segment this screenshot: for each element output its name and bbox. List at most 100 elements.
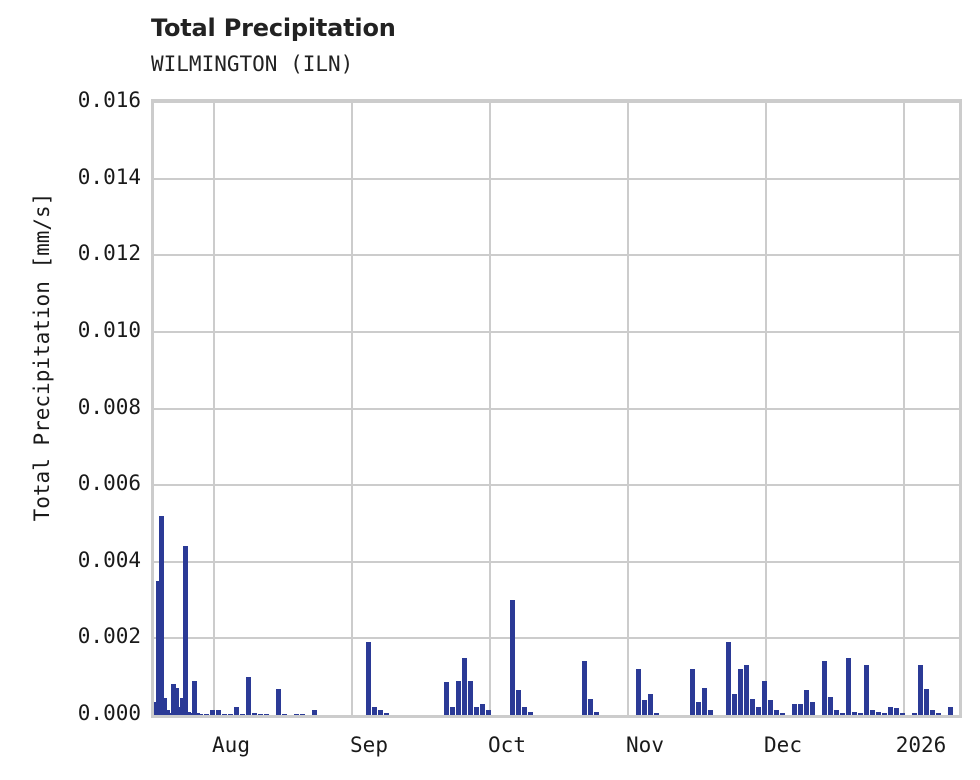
x-axis-tick-label: Dec <box>764 733 802 757</box>
bar <box>185 711 191 715</box>
bar <box>161 697 167 715</box>
gridline-horizontal <box>154 560 959 563</box>
bar <box>767 700 773 715</box>
bar <box>371 706 377 715</box>
bar <box>929 710 935 715</box>
bar <box>227 713 233 715</box>
bar <box>875 711 881 715</box>
bar <box>593 711 599 715</box>
gridline-horizontal <box>154 254 959 257</box>
bar <box>845 657 851 715</box>
bar <box>182 546 188 715</box>
bar <box>281 713 287 715</box>
bar <box>923 688 929 715</box>
bar <box>917 665 923 715</box>
bar <box>689 669 695 715</box>
bar <box>821 661 827 715</box>
bar <box>311 710 317 715</box>
gridline-vertical <box>903 102 905 715</box>
bar <box>215 709 221 715</box>
gridline-horizontal <box>154 102 959 103</box>
bar <box>635 669 641 715</box>
y-axis-tick-label: 0.004 <box>77 547 141 572</box>
bar <box>473 707 479 715</box>
gridline-horizontal <box>154 484 959 487</box>
bar <box>749 698 755 715</box>
bar <box>443 682 449 715</box>
bar <box>797 704 803 715</box>
bar <box>164 710 170 715</box>
gridline-vertical <box>627 102 629 715</box>
y-axis-tick-label: 0.012 <box>77 241 141 266</box>
bar <box>893 708 899 715</box>
bar <box>191 680 197 715</box>
bar <box>176 707 182 715</box>
bar <box>695 701 701 715</box>
bar <box>761 680 767 715</box>
bar <box>155 580 161 715</box>
bar <box>707 710 713 715</box>
bar <box>737 669 743 715</box>
y-axis-tick-label: 0.002 <box>77 624 141 649</box>
y-axis-tick-label: 0.016 <box>77 88 141 112</box>
bar <box>869 710 875 715</box>
y-axis-label: Total Precipitation [mm/s] <box>30 192 54 522</box>
y-axis-tick-label: 0.010 <box>77 317 141 342</box>
bar <box>209 710 215 715</box>
y-axis-tick-label: 0.014 <box>77 164 141 189</box>
bar <box>809 701 815 715</box>
bar <box>461 657 467 715</box>
bar <box>383 713 389 715</box>
bar <box>521 706 527 715</box>
bar <box>173 688 179 715</box>
bar <box>641 699 647 715</box>
bar <box>515 690 521 715</box>
bar <box>899 713 905 715</box>
x-axis-tick-label: Oct <box>488 733 526 757</box>
bar <box>863 665 869 715</box>
bar <box>731 693 737 715</box>
bar <box>839 713 845 715</box>
bar-series-total-precipitation <box>154 102 959 715</box>
gridline-horizontal <box>154 407 959 410</box>
bar <box>467 680 473 715</box>
bar <box>827 696 833 715</box>
gridline-horizontal <box>154 637 959 640</box>
bar <box>509 600 515 715</box>
bar <box>581 661 587 715</box>
bar <box>479 704 485 715</box>
plot-area <box>151 99 962 718</box>
bar <box>743 665 749 715</box>
y-axis-tick-label: 0.000 <box>77 701 141 725</box>
x-axis-tick-label: Aug <box>212 733 250 757</box>
bar <box>773 710 779 715</box>
bar <box>194 713 200 715</box>
bar <box>725 642 731 715</box>
bar <box>701 688 707 715</box>
bar <box>527 711 533 715</box>
bar <box>755 706 761 715</box>
bar <box>179 697 185 715</box>
bar <box>170 684 176 715</box>
bar <box>251 713 257 715</box>
bar <box>485 710 491 715</box>
bar <box>233 706 239 715</box>
bar <box>203 713 209 715</box>
x-axis-tick-label: Sep <box>350 733 388 757</box>
chart-subtitle-station: WILMINGTON (ILN) <box>151 52 354 76</box>
bar <box>365 642 371 715</box>
bar <box>791 703 797 715</box>
bar <box>188 713 194 715</box>
bar <box>197 713 203 715</box>
gridline-vertical <box>765 102 767 715</box>
y-axis-tick-label: 0.008 <box>77 394 141 419</box>
bar <box>239 713 245 715</box>
chart-title: Total Precipitation <box>151 14 396 42</box>
y-axis-tick-labels: 0.000 0.002 0.004 0.006 0.008 0.010 0.012 0.014… <box>0 0 141 780</box>
bar <box>455 681 461 715</box>
bar <box>851 711 857 715</box>
gridline-horizontal <box>154 330 959 333</box>
bar <box>449 706 455 715</box>
bar <box>167 713 173 715</box>
